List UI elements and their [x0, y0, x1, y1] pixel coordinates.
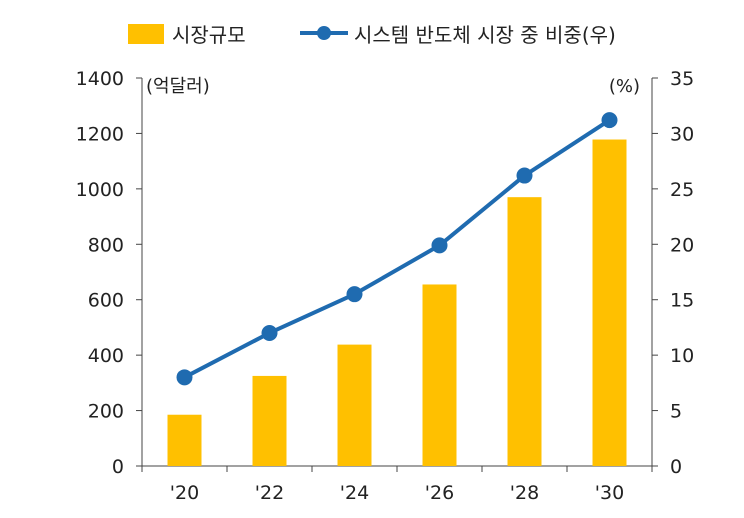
- line-point: [601, 112, 618, 129]
- bar: [337, 344, 372, 466]
- right-tick-label: 30: [670, 123, 694, 145]
- left-axis-unit: (억달러): [146, 76, 210, 97]
- left-tick-label: 400: [88, 345, 124, 367]
- x-ticks: '20 '22 '24 '26 '28 '30: [141, 466, 653, 504]
- line-point: [346, 286, 363, 303]
- line-point: [431, 237, 448, 254]
- x-tick-label: '20: [170, 482, 199, 504]
- line-point: [516, 167, 533, 184]
- left-tick-label: 200: [88, 401, 124, 423]
- right-tick-label: 20: [670, 234, 694, 256]
- right-tick-label: 35: [670, 68, 694, 90]
- legend-bar-swatch: [128, 24, 164, 44]
- left-tick-label: 1400: [76, 68, 124, 90]
- bars: [167, 139, 627, 467]
- x-tick-label: '22: [255, 482, 284, 504]
- right-tick-label: 15: [670, 290, 694, 312]
- legend-line-marker: [317, 26, 331, 40]
- bar: [422, 284, 457, 466]
- left-tick-label: 0: [112, 456, 124, 478]
- legend: 시장규모 시스템 반도체 시장 중 비중(우): [128, 23, 616, 47]
- line-layer: [176, 112, 618, 386]
- line-point: [261, 324, 278, 341]
- right-tick-label: 0: [670, 456, 682, 478]
- left-tick-label: 1200: [76, 123, 124, 145]
- left-tick-label: 1000: [76, 179, 124, 201]
- x-tick-label: '26: [425, 482, 454, 504]
- series-line: [183, 118, 611, 380]
- x-tick-label: '24: [340, 482, 369, 504]
- bar: [592, 139, 627, 467]
- right-ticks: 0 5 10 15 20 25 30 35: [652, 68, 694, 478]
- legend-line-label: 시스템 반도체 시장 중 비중(우): [354, 23, 616, 47]
- bar: [167, 414, 202, 466]
- x-tick-label: '28: [510, 482, 539, 504]
- left-tick-label: 600: [88, 290, 124, 312]
- right-tick-label: 5: [670, 401, 682, 423]
- bar: [252, 375, 287, 466]
- right-axis-unit: (%): [609, 76, 640, 97]
- bar: [507, 197, 542, 466]
- left-ticks: 0 200 400 600 800 1000 1200 1400: [76, 68, 142, 478]
- legend-bar-label: 시장규모: [172, 23, 246, 47]
- left-tick-label: 800: [88, 234, 124, 256]
- right-tick-label: 10: [670, 345, 694, 367]
- x-tick-label: '30: [595, 482, 624, 504]
- right-tick-label: 25: [670, 179, 694, 201]
- line-point: [176, 369, 193, 386]
